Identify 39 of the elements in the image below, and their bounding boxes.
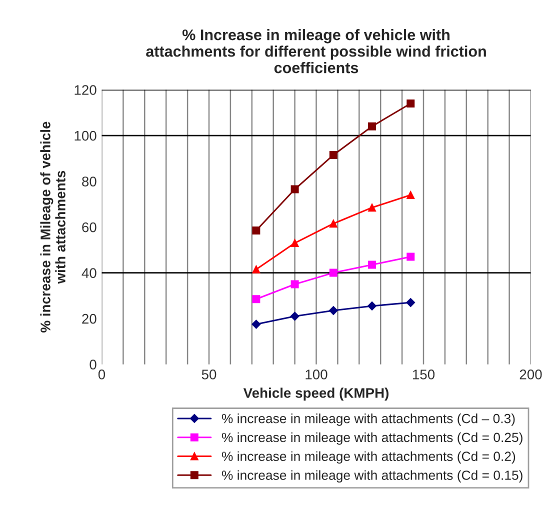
point [290,185,299,194]
legend-label: % increase in mileage with attachments (Cd = 0.15) [222,470,522,483]
point [406,99,415,108]
legend-label: % increase in mileage with attachments (Cd = 0.25) [222,432,522,445]
y-tick-label: 20 [82,314,96,324]
point [290,312,300,321]
y-tick-label: 40 [82,268,96,278]
point [406,191,415,199]
point [368,122,376,130]
x-tick-label: 100 [306,370,328,380]
y-tick-label: 60 [82,222,96,232]
point [368,260,376,269]
x-tick-label: 200 [520,370,542,380]
point [368,302,376,310]
point [406,252,415,261]
point [406,298,416,307]
point [252,226,260,234]
point [290,239,299,248]
y-tick-label: 80 [82,176,96,186]
point [329,150,338,159]
y-tick-label: 0 [90,360,96,370]
point [368,204,376,212]
x-axis-title: Vehicle speed (KMPH) [243,388,388,401]
x-tick-label: 0 [98,370,106,380]
point [252,295,260,304]
y-tick-label: 100 [74,130,96,141]
chart-title: % Increase in mileage of vehicle with attachments for different possible wind friction coefficients [146,29,486,74]
point [290,280,299,288]
point [252,320,261,329]
legend-label: % increase in mileage with attachments (Cd – 0.3) [222,414,515,426]
y-tick-label: 120 [74,85,96,95]
x-tick-label: 150 [412,370,435,380]
legend-label: % increase in mileage with attachments (Cd = 0.2) [222,451,516,464]
point [329,220,338,228]
x-tick-label: 50 [202,370,216,380]
point [252,265,260,274]
point [329,268,338,277]
point [328,306,338,315]
y-axis-title: % increase in Mileage of vehicle with attachments [40,122,66,332]
